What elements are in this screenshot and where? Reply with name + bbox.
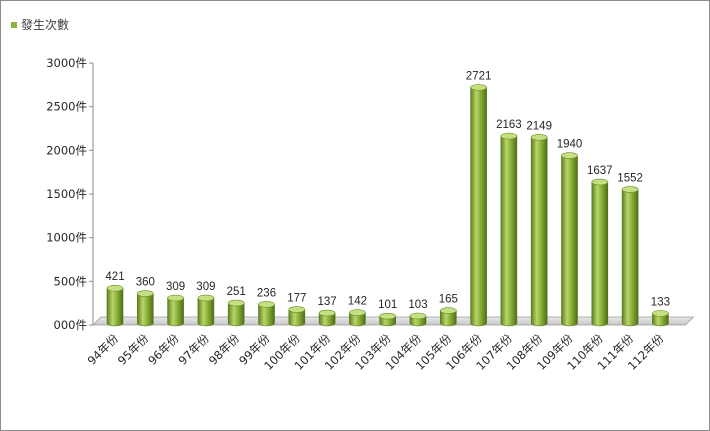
bar [591,178,609,327]
bar [652,310,669,327]
bar-value-label: 103 [408,299,427,311]
bar [137,290,154,327]
x-tick-label: 97年份 [176,331,213,368]
bar-body [591,181,609,327]
bar-value-label: 236 [257,287,276,299]
bar-body [470,87,487,327]
bar-value-label: 1940 [557,139,583,151]
bar-body [167,297,184,327]
y-tick-label: 3000件 [46,56,87,70]
bar [227,299,245,327]
bar-cap [500,132,518,140]
bar-value-label: 177 [287,293,306,305]
bar-body [561,155,578,327]
bar-body [106,287,124,327]
bar-cap [439,307,457,314]
x-tick-label: 95年份 [115,331,152,368]
bar-cap [197,294,215,302]
y-tick-label: 2500件 [46,100,87,114]
y-tick-label: 500件 [54,274,87,288]
y-tick-label: 1000件 [46,231,87,245]
bar [349,309,366,327]
x-tick-label: 96年份 [145,331,182,368]
bar [621,186,639,327]
bar-body [440,310,457,327]
bar-cap [106,284,124,292]
bar [197,294,215,327]
bar-cap [318,309,336,317]
bar [258,301,275,327]
bar-cap [621,186,639,193]
bar-body [197,297,215,327]
bar [379,312,397,327]
bar [530,134,548,327]
bar-cap [470,84,487,91]
bar-cap [591,178,609,186]
bar-body [652,313,669,327]
bar-value-label: 101 [378,299,397,311]
bar-body [621,189,639,327]
bar-body [318,312,336,327]
bar-cap [258,301,275,308]
legend-label: 發生次數 [21,18,70,32]
bar-body [288,309,306,327]
bar-value-label: 1637 [587,165,613,177]
bar-body [349,312,366,327]
bar-cap [349,309,366,316]
bar-cap [167,294,184,302]
bar-value-label: 137 [318,296,337,308]
bar [439,307,457,327]
bar-body [137,293,154,327]
x-tick-label: 98年份 [206,331,243,368]
bar [561,152,578,327]
bar-value-label: 142 [348,296,367,308]
bar-cap [379,312,397,320]
bar-value-label: 2163 [496,119,522,131]
bar-body [500,135,518,327]
y-tick-label: 000件 [54,318,87,332]
bar-value-label: 165 [439,294,458,306]
bar-cap [530,134,548,141]
bar-value-label: 251 [227,286,246,298]
bar-cap [409,312,427,320]
bar [500,132,518,327]
y-tick-label: 1500件 [46,187,87,201]
legend-swatch [11,21,17,28]
bar-value-label: 309 [166,281,185,293]
bar-cap [227,299,245,307]
legend: 發生次數 [11,16,69,33]
bar-value-label: 1552 [617,172,643,184]
bar-body [258,304,275,327]
bar-cap [137,290,154,297]
bar [288,306,306,327]
bar-value-label: 2149 [526,120,552,132]
bar-cap [288,306,306,313]
x-tick-label: 94年份 [85,331,122,368]
bar-value-label: 360 [136,277,155,289]
bar [318,309,336,327]
bar-value-label: 133 [651,296,670,308]
bar-cap [652,310,669,317]
bar [409,312,427,327]
bar-cap [561,152,578,159]
y-tick-label: 2000件 [46,143,87,157]
bar-body [530,137,548,327]
bar [167,294,184,327]
bar [470,84,487,327]
bar-value-label: 2721 [466,70,492,82]
bar [106,284,124,327]
bar-value-label: 309 [196,281,215,293]
bar-value-label: 421 [105,271,124,283]
bar-body [227,302,245,327]
